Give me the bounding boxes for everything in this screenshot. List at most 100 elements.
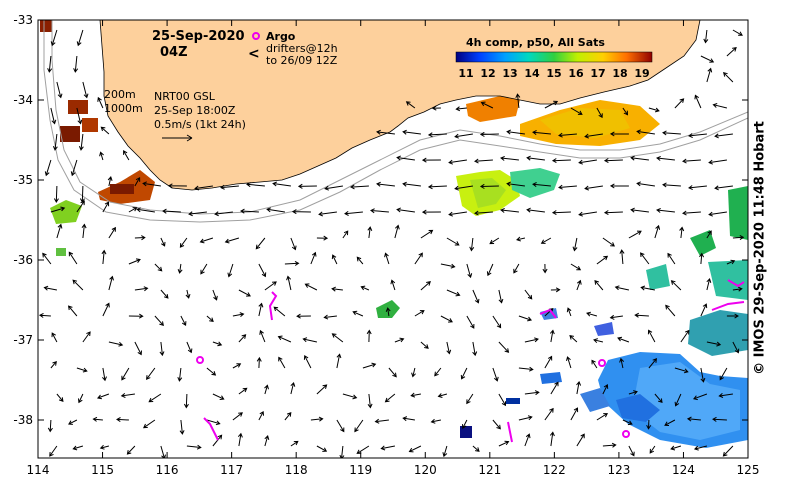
current-vector-arrow <box>47 419 53 433</box>
current-vector-arrow <box>50 29 58 47</box>
lon-tick-label: 118 <box>285 463 308 477</box>
current-vector-arrow <box>68 419 78 425</box>
current-vector-arrow <box>726 259 736 265</box>
current-vector-arrow <box>446 289 461 297</box>
current-vector-arrow <box>370 208 389 214</box>
current-vector-arrow <box>551 210 571 216</box>
current-vector-arrow <box>524 289 533 300</box>
current-vector-arrow <box>102 302 110 317</box>
current-vector-arrow <box>303 354 312 369</box>
current-vector-arrow <box>72 279 84 291</box>
current-vector-arrow <box>324 185 343 191</box>
current-vector-arrow <box>316 235 329 241</box>
current-vector-arrow <box>619 249 625 265</box>
current-vector-arrow <box>667 252 676 265</box>
current-vector-arrow <box>602 442 617 448</box>
current-vector-arrow <box>703 29 709 44</box>
colorbar-tick-label: 11 <box>458 67 473 80</box>
drifters-legend-line1: drifters@12h <box>266 42 338 55</box>
current-vector-arrow <box>238 289 251 297</box>
current-vector-arrow <box>732 341 740 354</box>
current-vector-arrow <box>107 176 113 187</box>
colorbar-tick-labels: 11 12 13 14 15 16 17 18 19 <box>458 67 649 80</box>
current-vector-arrow <box>486 263 494 277</box>
colorbar-tick-label: 16 <box>568 67 584 80</box>
current-vector-arrow <box>297 183 317 189</box>
drifter-track <box>727 279 745 288</box>
current-vector-arrow <box>609 183 629 189</box>
current-vector-arrow <box>427 132 447 138</box>
current-vector-arrow <box>286 275 292 291</box>
current-vector-arrow <box>674 393 682 407</box>
current-vector-arrow <box>284 412 292 421</box>
lat-tick-label: -36 <box>13 253 33 267</box>
current-vector-arrow <box>570 407 579 421</box>
current-vector-arrow <box>472 289 480 304</box>
current-vector-arrow <box>284 260 300 266</box>
drifters-legend-line2: to 26/09 12Z <box>266 54 338 67</box>
lon-tick-label: 123 <box>607 463 630 477</box>
lon-tick-label: 116 <box>156 463 179 477</box>
current-vector-arrow <box>569 334 578 343</box>
current-vector-arrow <box>688 133 707 139</box>
current-vector-arrow <box>128 207 138 213</box>
current-vector-arrow <box>628 230 642 239</box>
current-vector-arrow <box>460 367 468 380</box>
drifter-track <box>539 308 557 319</box>
current-vector-arrow <box>462 419 468 429</box>
current-vector-arrow <box>566 356 572 369</box>
current-vector-arrow <box>405 101 416 109</box>
current-vector-arrow <box>376 129 395 135</box>
current-vector-arrow <box>544 100 559 109</box>
current-vector-arrow <box>100 126 110 135</box>
current-vector-arrow <box>700 367 706 383</box>
current-vector-arrow <box>78 393 84 404</box>
current-vector-arrow <box>344 210 363 216</box>
current-vector-arrow <box>646 419 652 430</box>
drifter-track <box>203 417 219 441</box>
current-vector-arrow <box>264 435 270 447</box>
colorbar-tick-label: 18 <box>612 67 627 80</box>
current-vector-arrow <box>78 133 84 151</box>
current-vector-arrow <box>630 155 649 161</box>
current-vector-arrow <box>384 252 390 265</box>
current-vector-arrow <box>177 263 183 274</box>
current-vector-arrow <box>542 263 548 274</box>
current-vector-arrow <box>342 230 349 239</box>
current-vector-arrow <box>550 287 561 293</box>
current-vector-arrow <box>56 393 64 402</box>
current-vector-arrow <box>619 357 625 369</box>
current-vector-arrow <box>603 210 623 216</box>
current-vector-arrow <box>356 256 364 265</box>
current-vector-arrow <box>680 329 690 343</box>
current-vector-arrow <box>128 258 141 265</box>
colorbar-title: 4h comp, p50, All Sats <box>466 36 605 49</box>
current-vector-arrow <box>142 181 161 187</box>
current-vector-arrow <box>44 159 52 177</box>
contour-label-1000m: 1000m <box>104 102 143 115</box>
current-vector-arrow <box>362 362 377 369</box>
current-vector-arrow <box>310 251 317 265</box>
current-vector-arrow <box>232 412 243 421</box>
current-vector-arrow <box>630 207 649 213</box>
imos-credit: © IMOS 29-Sep-2020 11:48 Hobart <box>752 121 768 375</box>
current-vector-arrow <box>726 46 737 57</box>
current-vector-arrow <box>212 341 223 347</box>
current-vector-arrow <box>237 432 243 447</box>
current-vector-arrow <box>318 211 337 217</box>
land-mass <box>99 20 701 191</box>
current-vector-arrow <box>518 366 534 372</box>
current-vector-arrow <box>662 182 681 188</box>
current-vector-arrow <box>722 445 734 457</box>
current-vector-arrow <box>670 445 682 451</box>
current-vector-arrow <box>304 283 318 291</box>
current-vector-arrow <box>67 305 78 317</box>
current-vector-arrow <box>609 131 629 137</box>
current-vector-arrow <box>492 315 502 329</box>
current-vector-arrow <box>331 286 343 292</box>
current-vector-arrow <box>437 393 448 398</box>
current-vector-arrow <box>50 107 57 125</box>
current-vector-arrow <box>699 252 705 265</box>
current-vector-arrow <box>101 249 107 265</box>
current-vector-arrow <box>454 185 473 191</box>
